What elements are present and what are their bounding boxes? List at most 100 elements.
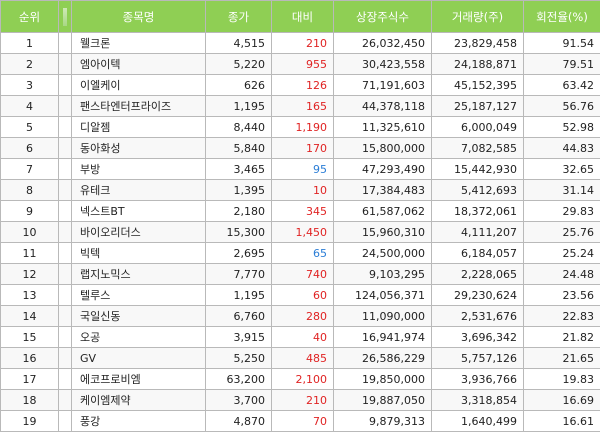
stock-name-cell: 국일신동 [71, 305, 206, 327]
stock-name-cell: 빅텍 [71, 242, 206, 264]
spacer-cell [58, 179, 72, 201]
volume-cell: 6,000,049 [431, 116, 524, 138]
change-cell: 65 [271, 242, 334, 264]
spacer-cell [58, 53, 72, 75]
change-cell: 40 [271, 326, 334, 348]
listed-shares-cell: 15,800,000 [333, 137, 432, 159]
table-row: 8 유테크 1,395 10 17,384,483 5,412,693 31.14 [0, 179, 600, 201]
spacer-cell [58, 410, 72, 432]
rank-cell: 15 [0, 326, 59, 348]
spacer-cell [58, 326, 72, 348]
volume-cell: 3,936,766 [431, 368, 524, 390]
turnover-cell: 56.76 [523, 95, 600, 117]
listed-shares-cell: 26,586,229 [333, 347, 432, 369]
close-price-cell: 6,760 [205, 305, 272, 327]
table-row: 4 팬스타엔터프라이즈 1,195 165 44,378,118 25,187,127 56… [0, 95, 600, 117]
listed-shares-cell: 9,879,313 [333, 410, 432, 432]
rank-cell: 11 [0, 242, 59, 264]
stock-name-cell: 부방 [71, 158, 206, 180]
close-price-cell: 1,195 [205, 284, 272, 306]
volume-cell: 45,152,395 [431, 74, 524, 96]
header-name: 종목명 [71, 0, 206, 33]
listed-shares-cell: 15,960,310 [333, 221, 432, 243]
change-cell: 70 [271, 410, 334, 432]
volume-cell: 15,442,930 [431, 158, 524, 180]
table-row: 13 텔루스 1,195 60 124,056,371 29,230,624 23.56 [0, 284, 600, 306]
listed-shares-cell: 9,103,295 [333, 263, 432, 285]
change-cell: 10 [271, 179, 334, 201]
listed-shares-cell: 44,378,118 [333, 95, 432, 117]
listed-shares-cell: 124,056,371 [333, 284, 432, 306]
table-row: 6 동아화성 5,840 170 15,800,000 7,082,585 44.83 [0, 137, 600, 159]
change-cell: 955 [271, 53, 334, 75]
table-row: 12 랩지노믹스 7,770 740 9,103,295 2,228,065 24.48 [0, 263, 600, 285]
stock-name-cell: 텔루스 [71, 284, 206, 306]
change-cell: 485 [271, 347, 334, 369]
volume-cell: 25,187,127 [431, 95, 524, 117]
volume-cell: 23,829,458 [431, 32, 524, 54]
table-row: 18 케이엠제약 3,700 210 19,887,050 3,318,854 16.69 [0, 389, 600, 411]
stock-name-cell: 오공 [71, 326, 206, 348]
close-price-cell: 7,770 [205, 263, 272, 285]
close-price-cell: 5,250 [205, 347, 272, 369]
header-shares: 상장주식수 [333, 0, 432, 33]
change-cell: 165 [271, 95, 334, 117]
header-turnover: 회전율(%) [523, 0, 600, 33]
change-cell: 1,190 [271, 116, 334, 138]
turnover-cell: 32.65 [523, 158, 600, 180]
stock-name-cell: 엠아이텍 [71, 53, 206, 75]
close-price-cell: 626 [205, 74, 272, 96]
listed-shares-cell: 24,500,000 [333, 242, 432, 264]
table-row: 5 디알젬 8,440 1,190 11,325,610 6,000,049 52.98 [0, 116, 600, 138]
spacer-cell [58, 305, 72, 327]
stock-name-cell: GV [71, 347, 206, 369]
table-body: 1 웰크론 4,515 210 26,032,450 23,829,458 91.54 2 엠아… [0, 32, 600, 432]
turnover-cell: 24.48 [523, 263, 600, 285]
stock-name-cell: 디알젬 [71, 116, 206, 138]
volume-cell: 4,111,207 [431, 221, 524, 243]
table-row: 19 풍강 4,870 70 9,879,313 1,640,499 16.61 [0, 410, 600, 432]
spacer-cell [58, 200, 72, 222]
stock-name-cell: 팬스타엔터프라이즈 [71, 95, 206, 117]
volume-cell: 3,696,342 [431, 326, 524, 348]
listed-shares-cell: 11,090,000 [333, 305, 432, 327]
table-row: 1 웰크론 4,515 210 26,032,450 23,829,458 91.54 [0, 32, 600, 54]
volume-cell: 1,640,499 [431, 410, 524, 432]
stock-name-cell: 케이엠제약 [71, 389, 206, 411]
turnover-cell: 22.83 [523, 305, 600, 327]
stock-name-cell: 풍강 [71, 410, 206, 432]
close-price-cell: 2,695 [205, 242, 272, 264]
rank-cell: 3 [0, 74, 59, 96]
turnover-cell: 91.54 [523, 32, 600, 54]
volume-cell: 7,082,585 [431, 137, 524, 159]
turnover-cell: 21.82 [523, 326, 600, 348]
rank-cell: 17 [0, 368, 59, 390]
spacer-cell [58, 347, 72, 369]
stock-name-cell: 넥스트BT [71, 200, 206, 222]
volume-cell: 29,230,624 [431, 284, 524, 306]
stock-name-cell: 유테크 [71, 179, 206, 201]
header-marker-icon [63, 7, 67, 26]
rank-cell: 9 [0, 200, 59, 222]
stock-name-cell: 랩지노믹스 [71, 263, 206, 285]
rank-cell: 2 [0, 53, 59, 75]
header-rank: 순위 [0, 0, 59, 33]
change-cell: 210 [271, 389, 334, 411]
spacer-cell [58, 242, 72, 264]
volume-cell: 5,757,126 [431, 347, 524, 369]
turnover-cell: 52.98 [523, 116, 600, 138]
close-price-cell: 4,870 [205, 410, 272, 432]
change-cell: 170 [271, 137, 334, 159]
turnover-cell: 19.83 [523, 368, 600, 390]
listed-shares-cell: 11,325,610 [333, 116, 432, 138]
rank-cell: 4 [0, 95, 59, 117]
table-row: 2 엠아이텍 5,220 955 30,423,558 24,188,871 79.51 [0, 53, 600, 75]
volume-cell: 3,318,854 [431, 389, 524, 411]
volume-cell: 24,188,871 [431, 53, 524, 75]
change-cell: 126 [271, 74, 334, 96]
rank-cell: 7 [0, 158, 59, 180]
rank-cell: 16 [0, 347, 59, 369]
change-cell: 210 [271, 32, 334, 54]
table-row: 15 오공 3,915 40 16,941,974 3,696,342 21.82 [0, 326, 600, 348]
